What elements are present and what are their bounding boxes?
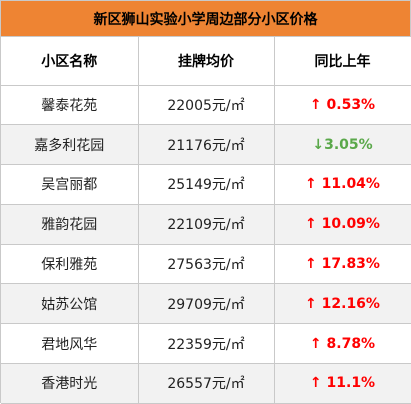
- change-value: 17.83%: [321, 256, 380, 273]
- price-table: 小区名称 挂牌均价 同比上年 馨泰花苑 22005元/㎡ ↑ 0.53% 嘉多利花园 2…: [1, 37, 411, 404]
- price-value: 26557: [167, 376, 212, 393]
- yoy-change-cell: ↑ 12.16%: [274, 283, 411, 325]
- table-title: 新区狮山实验小学周边部分小区价格: [1, 1, 411, 37]
- arrow-up-icon: ↑: [309, 96, 322, 113]
- header-listing-price: 挂牌均价: [138, 37, 275, 86]
- listing-price-cell: 26557元/㎡: [138, 363, 275, 404]
- community-name-cell: 馨泰花苑: [1, 85, 139, 126]
- price-value: 22359: [167, 336, 212, 353]
- listing-price-cell: 21176元/㎡: [138, 124, 275, 166]
- community-name-cell: 雅韵花园: [1, 204, 139, 245]
- price-unit: 元/㎡: [211, 137, 245, 154]
- community-name-cell: 嘉多利花园: [1, 124, 139, 166]
- change-value: 11.04%: [321, 176, 380, 193]
- table-row: 保利雅苑 27563元/㎡ ↑ 17.83%: [1, 244, 411, 285]
- change-value: 0.53%: [326, 96, 376, 113]
- price-value: 25149: [167, 177, 212, 194]
- yoy-change-cell: ↑ 17.83%: [274, 244, 411, 285]
- table-row: 君地风华 22359元/㎡ ↑ 8.78%: [1, 323, 411, 365]
- change-value: 8.78%: [326, 335, 376, 352]
- listing-price-cell: 22005元/㎡: [138, 85, 275, 126]
- community-name-cell: 君地风华: [1, 323, 139, 365]
- yoy-change-cell: ↑ 11.1%: [274, 363, 411, 404]
- price-unit: 元/㎡: [211, 257, 245, 274]
- listing-price-cell: 22359元/㎡: [138, 323, 275, 365]
- yoy-change-cell: ↑ 11.04%: [274, 164, 411, 205]
- arrow-down-icon: ↓: [312, 136, 325, 153]
- price-unit: 元/㎡: [211, 296, 245, 313]
- change-value: 11.1%: [326, 375, 376, 392]
- price-unit: 元/㎡: [211, 177, 245, 194]
- change-value: 10.09%: [321, 216, 380, 233]
- arrow-up-icon: ↑: [309, 335, 322, 352]
- table-row: 馨泰花苑 22005元/㎡ ↑ 0.53%: [1, 85, 411, 126]
- price-value: 21176: [167, 137, 212, 154]
- price-value: 22109: [167, 217, 212, 234]
- price-unit: 元/㎡: [211, 217, 245, 234]
- price-value: 22005: [167, 97, 212, 114]
- listing-price-cell: 22109元/㎡: [138, 204, 275, 245]
- table-row: 嘉多利花园 21176元/㎡ ↓3.05%: [1, 124, 411, 166]
- header-yoy-change: 同比上年: [274, 37, 411, 86]
- table-body: 馨泰花苑 22005元/㎡ ↑ 0.53% 嘉多利花园 21176元/㎡ ↓3.05% 吴宫…: [1, 85, 411, 404]
- table-row: 吴宫丽都 25149元/㎡ ↑ 11.04%: [1, 164, 411, 205]
- header-row: 小区名称 挂牌均价 同比上年: [1, 37, 411, 86]
- change-value: 12.16%: [321, 295, 380, 312]
- listing-price-cell: 27563元/㎡: [138, 244, 275, 285]
- change-value: 3.05%: [324, 136, 373, 153]
- price-unit: 元/㎡: [211, 376, 245, 393]
- arrow-up-icon: ↑: [305, 216, 317, 233]
- arrow-up-icon: ↑: [305, 176, 317, 193]
- yoy-change-cell: ↓3.05%: [274, 124, 411, 166]
- price-unit: 元/㎡: [211, 97, 245, 114]
- header-community-name: 小区名称: [1, 37, 139, 86]
- listing-price-cell: 29709元/㎡: [138, 283, 275, 325]
- arrow-up-icon: ↑: [305, 295, 317, 312]
- listing-price-cell: 25149元/㎡: [138, 164, 275, 205]
- table-row: 香港时光 26557元/㎡ ↑ 11.1%: [1, 363, 411, 404]
- table-row: 姑苏公馆 29709元/㎡ ↑ 12.16%: [1, 283, 411, 325]
- arrow-up-icon: ↑: [309, 375, 322, 392]
- community-name-cell: 保利雅苑: [1, 244, 139, 285]
- community-name-cell: 香港时光: [1, 363, 139, 404]
- yoy-change-cell: ↑ 8.78%: [274, 323, 411, 365]
- table-row: 雅韵花园 22109元/㎡ ↑ 10.09%: [1, 204, 411, 245]
- community-name-cell: 吴宫丽都: [1, 164, 139, 205]
- yoy-change-cell: ↑ 10.09%: [274, 204, 411, 245]
- price-value: 27563: [167, 257, 212, 274]
- price-unit: 元/㎡: [211, 336, 245, 353]
- arrow-up-icon: ↑: [305, 256, 317, 273]
- community-name-cell: 姑苏公馆: [1, 283, 139, 325]
- price-value: 29709: [167, 296, 212, 313]
- yoy-change-cell: ↑ 0.53%: [274, 85, 411, 126]
